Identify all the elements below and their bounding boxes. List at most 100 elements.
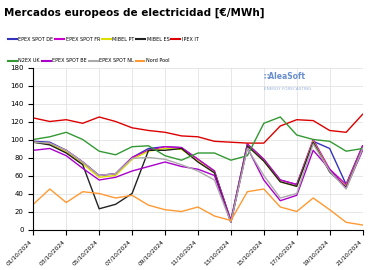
MIBEL ES <box>81 163 85 166</box>
EPEX SPOT NL <box>64 149 68 152</box>
EPEX SPOT FR <box>113 172 118 175</box>
Legend: EPEX SPOT DE, EPEX SPOT FR, MIBEL PT, MIBEL ES, IPEX IT: EPEX SPOT DE, EPEX SPOT FR, MIBEL PT, MI… <box>6 35 200 44</box>
IPEX IT <box>196 135 200 139</box>
MIBEL PT <box>327 169 332 173</box>
EPEX SPOT FR <box>47 141 52 145</box>
EPEX SPOT BE <box>311 149 315 152</box>
Nord Pool <box>179 210 184 213</box>
EPEX SPOT NL <box>212 178 217 182</box>
Nord Pool <box>81 190 85 193</box>
MIBEL PT <box>212 171 217 174</box>
MIBEL PT <box>31 141 36 144</box>
MIBEL PT <box>97 176 101 179</box>
Nord Pool <box>245 190 249 193</box>
N2EX UK <box>360 147 365 150</box>
EPEX SPOT BE <box>64 154 68 157</box>
Nord Pool <box>64 201 68 204</box>
EPEX SPOT DE <box>295 183 299 186</box>
EPEX SPOT BE <box>163 160 167 164</box>
EPEX SPOT FR <box>64 149 68 152</box>
EPEX SPOT FR <box>344 183 349 186</box>
MIBEL PT <box>344 185 349 188</box>
EPEX SPOT FR <box>311 138 315 141</box>
EPEX SPOT BE <box>81 167 85 170</box>
IPEX IT <box>229 141 233 144</box>
EPEX SPOT FR <box>360 144 365 147</box>
EPEX SPOT NL <box>47 141 52 145</box>
Nord Pool <box>97 192 101 195</box>
EPEX SPOT DE <box>360 144 365 147</box>
MIBEL ES <box>262 160 266 163</box>
EPEX SPOT DE <box>229 219 233 222</box>
EPEX SPOT BE <box>262 178 266 182</box>
EPEX SPOT BE <box>212 174 217 177</box>
EPEX SPOT BE <box>147 165 151 168</box>
EPEX SPOT NL <box>278 196 283 200</box>
EPEX SPOT DE <box>327 147 332 150</box>
MIBEL ES <box>360 147 365 150</box>
EPEX SPOT NL <box>360 147 365 150</box>
EPEX SPOT DE <box>64 149 68 152</box>
EPEX SPOT DE <box>97 174 101 177</box>
N2EX UK <box>196 151 200 155</box>
EPEX SPOT DE <box>147 147 151 150</box>
EPEX SPOT FR <box>229 219 233 222</box>
EPEX SPOT BE <box>229 221 233 224</box>
MIBEL ES <box>31 141 36 144</box>
Nord Pool <box>31 203 36 206</box>
EPEX SPOT DE <box>47 141 52 144</box>
EPEX SPOT BE <box>295 194 299 197</box>
IPEX IT <box>97 115 101 119</box>
Line: EPEX SPOT BE: EPEX SPOT BE <box>33 148 363 222</box>
IPEX IT <box>327 129 332 132</box>
EPEX SPOT DE <box>196 158 200 161</box>
IPEX IT <box>262 141 266 145</box>
Line: EPEX SPOT FR: EPEX SPOT FR <box>33 140 363 221</box>
Nord Pool <box>229 219 233 222</box>
N2EX UK <box>262 122 266 125</box>
MIBEL PT <box>64 150 68 154</box>
Line: EPEX SPOT DE: EPEX SPOT DE <box>33 141 363 221</box>
EPEX SPOT NL <box>81 160 85 164</box>
MIBEL PT <box>262 160 266 163</box>
MIBEL ES <box>196 160 200 164</box>
EPEX SPOT DE <box>179 146 184 149</box>
IPEX IT <box>81 122 85 125</box>
N2EX UK <box>344 150 349 153</box>
IPEX IT <box>245 141 249 145</box>
Nord Pool <box>278 205 283 209</box>
MIBEL ES <box>113 203 118 206</box>
N2EX UK <box>97 150 101 153</box>
MIBEL ES <box>64 151 68 155</box>
N2EX UK <box>327 140 332 143</box>
Nord Pool <box>344 221 349 224</box>
EPEX SPOT FR <box>295 183 299 186</box>
MIBEL PT <box>130 158 134 161</box>
EPEX SPOT NL <box>113 172 118 175</box>
Nord Pool <box>130 194 134 197</box>
Nord Pool <box>147 204 151 207</box>
EPEX SPOT DE <box>278 178 283 182</box>
IPEX IT <box>179 134 184 137</box>
IPEX IT <box>344 131 349 134</box>
EPEX SPOT FR <box>196 158 200 161</box>
MIBEL PT <box>311 140 315 143</box>
IPEX IT <box>212 140 217 143</box>
EPEX SPOT NL <box>179 163 184 166</box>
EPEX SPOT NL <box>245 147 249 150</box>
Nord Pool <box>163 208 167 211</box>
IPEX IT <box>64 118 68 121</box>
N2EX UK <box>47 135 52 139</box>
MIBEL PT <box>47 142 52 146</box>
MIBEL PT <box>360 147 365 150</box>
MIBEL PT <box>278 180 283 183</box>
N2EX UK <box>278 115 283 119</box>
EPEX SPOT BE <box>179 165 184 168</box>
MIBEL ES <box>229 221 233 224</box>
EPEX SPOT FR <box>212 169 217 173</box>
EPEX SPOT NL <box>31 141 36 144</box>
IPEX IT <box>311 119 315 122</box>
Nord Pool <box>327 208 332 211</box>
EPEX SPOT DE <box>31 140 36 143</box>
EPEX SPOT FR <box>130 156 134 159</box>
